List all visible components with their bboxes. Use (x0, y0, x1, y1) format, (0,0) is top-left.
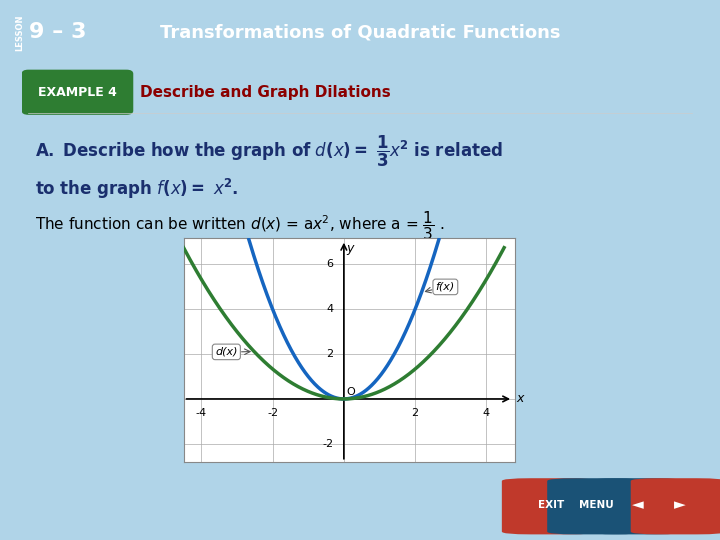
FancyBboxPatch shape (589, 478, 684, 535)
Text: ►: ► (674, 497, 685, 512)
Text: 4: 4 (326, 305, 333, 314)
FancyBboxPatch shape (631, 478, 720, 535)
Text: 2: 2 (412, 408, 418, 418)
Text: LESSON: LESSON (15, 14, 24, 51)
Text: Describe and Graph Dilations: Describe and Graph Dilations (140, 85, 391, 100)
Text: f(x): f(x) (436, 282, 455, 292)
Text: x: x (516, 393, 524, 406)
Text: EXAMPLE 4: EXAMPLE 4 (38, 86, 117, 99)
Text: EXIT: EXIT (538, 500, 564, 510)
Text: -2: -2 (322, 439, 333, 449)
FancyBboxPatch shape (22, 70, 133, 115)
Text: y: y (346, 242, 354, 255)
Text: MENU: MENU (579, 500, 613, 510)
Text: 9 – 3: 9 – 3 (29, 22, 86, 43)
Text: 4: 4 (482, 408, 490, 418)
Text: -4: -4 (196, 408, 207, 418)
Text: d(x): d(x) (215, 347, 238, 357)
Text: ◄: ◄ (632, 497, 644, 512)
Text: O: O (346, 387, 355, 397)
Text: The function can be written $\it{d}$($\it{x}$) = a$\it{x}$$^2$, where a = $\dfra: The function can be written $\it{d}$($\i… (35, 209, 444, 242)
FancyBboxPatch shape (502, 478, 597, 535)
Text: 2: 2 (326, 349, 333, 359)
Text: 6: 6 (326, 260, 333, 269)
Text: $\bf{to\ the\ graph}$ $\mathbf{\it{f}}$$\bf{(}$$\mathbf{\it{x}}$$\bf{) =}$ $\mat: $\bf{to\ the\ graph}$ $\mathbf{\it{f}}$$… (35, 177, 238, 201)
FancyBboxPatch shape (547, 478, 642, 535)
Text: Transformations of Quadratic Functions: Transformations of Quadratic Functions (160, 23, 560, 42)
Text: -2: -2 (267, 408, 278, 418)
Text: $\bf{A.\ Describe\ how\ the\ graph\ of}$ $\mathbf{\it{d}}$$\bf{(}$$\mathbf{\it{x: $\bf{A.\ Describe\ how\ the\ graph\ of}$… (35, 134, 503, 170)
